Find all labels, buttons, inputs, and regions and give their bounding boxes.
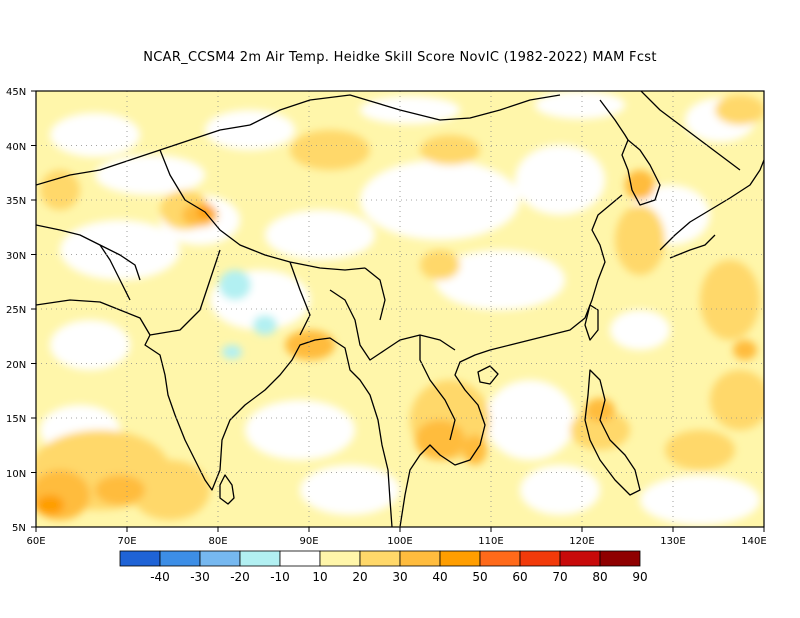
colorbar-label: -40 xyxy=(150,570,170,584)
colorbar-swatch xyxy=(159,550,201,567)
lat-label: 5N xyxy=(12,523,26,534)
lat-label: 10N xyxy=(6,469,26,480)
colorbar-label: 60 xyxy=(512,570,527,584)
colorbar-label: 10 xyxy=(312,570,327,584)
lat-label: 30N xyxy=(6,251,26,262)
colorbar-label: 50 xyxy=(472,570,487,584)
colorbar-swatch xyxy=(199,550,241,567)
colorbar-label: -10 xyxy=(270,570,290,584)
coastlines xyxy=(36,91,764,527)
colorbar-label: -20 xyxy=(230,570,250,584)
lon-label: 100E xyxy=(387,536,412,547)
latitude-labels: 45N 40N 35N 30N 25N 20N 15N 10N 5N xyxy=(6,87,26,534)
lat-label: 25N xyxy=(6,305,26,316)
lon-label: 130E xyxy=(660,536,685,547)
colorbar-label: 70 xyxy=(552,570,567,584)
colorbar-swatch xyxy=(119,550,161,567)
lon-label: 140E xyxy=(741,536,766,547)
colorbar-swatch xyxy=(519,550,561,567)
lon-label: 70E xyxy=(117,536,136,547)
colorbar-label: -30 xyxy=(190,570,210,584)
colorbar-label: 90 xyxy=(632,570,647,584)
lat-label: 40N xyxy=(6,142,26,153)
map-title: NCAR_CCSM4 2m Air Temp. Heidke Skill Sco… xyxy=(143,50,657,65)
axis-ticks xyxy=(31,90,765,532)
colorbar-swatch xyxy=(359,550,401,567)
colorbar-label: 80 xyxy=(592,570,607,584)
lat-label: 35N xyxy=(6,196,26,207)
lon-label: 80E xyxy=(208,536,227,547)
score-shading xyxy=(36,91,764,527)
lon-label: 60E xyxy=(26,536,45,547)
longitude-labels: 60E 70E 80E 90E 100E 110E 120E 130E 140E xyxy=(26,536,766,547)
lon-label: 120E xyxy=(569,536,594,547)
colorbar-label: 20 xyxy=(352,570,367,584)
colorbar-swatch xyxy=(279,550,321,567)
lon-label: 90E xyxy=(299,536,318,547)
colorbar-swatch xyxy=(319,550,361,567)
colorbar-swatch xyxy=(399,550,441,567)
lat-label: 45N xyxy=(6,87,26,98)
colorbar-swatch xyxy=(239,550,281,567)
colorbar-swatch xyxy=(599,550,641,567)
colorbar-swatch xyxy=(439,550,481,567)
lat-label: 20N xyxy=(6,360,26,371)
colorbar-swatch xyxy=(479,550,521,567)
colorbar-label: 40 xyxy=(432,570,447,584)
colorbar: -40 -30 -20 -10 10 20 30 40 50 60 70 80 90 xyxy=(119,550,648,584)
lat-label: 15N xyxy=(6,414,26,425)
colorbar-swatch xyxy=(559,550,601,567)
colorbar-label: 30 xyxy=(392,570,407,584)
lon-label: 110E xyxy=(478,536,503,547)
